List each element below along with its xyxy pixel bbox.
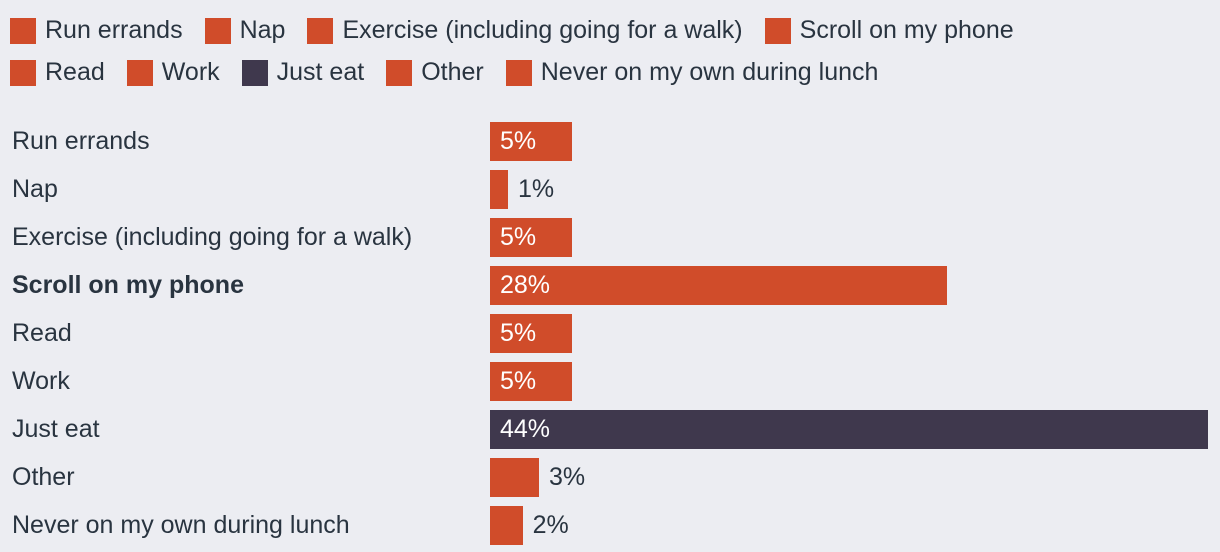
bar-work: 5% xyxy=(490,361,572,401)
bar-row-run-errands: Run errands 5% xyxy=(0,117,1220,165)
category-label: Nap xyxy=(12,174,58,203)
legend-item-other: Other xyxy=(386,58,484,87)
legend-swatch-icon xyxy=(386,59,413,86)
bar-row-other: Other 3% xyxy=(0,453,1220,501)
value-label: 1% xyxy=(518,174,555,203)
value-label: 5% xyxy=(500,222,537,251)
legend-label: Just eat xyxy=(276,58,365,86)
category-label: Exercise (including going for a walk) xyxy=(12,222,413,251)
bar-scroll-on-my-phone: 28% xyxy=(490,265,947,305)
value-label: 5% xyxy=(500,318,537,347)
legend-item-scroll-on-my-phone: Scroll on my phone xyxy=(764,16,1014,45)
category-label: Other xyxy=(12,462,75,491)
bar-other xyxy=(490,457,539,497)
legend-label: Nap xyxy=(239,16,286,44)
bar-chart: Run errands 5% Nap 1% Exercise (including go… xyxy=(0,117,1220,549)
legend-swatch-icon xyxy=(241,59,268,86)
legend-swatch-icon xyxy=(10,59,36,86)
bar-row-nap: Nap 1% xyxy=(0,165,1220,213)
bar-exercise-including-going-for-a-walk: 5% xyxy=(490,217,572,257)
legend-item-work: Work xyxy=(126,58,220,87)
value-label: 44% xyxy=(500,414,551,443)
bar-row-work: Work 5% xyxy=(0,357,1220,405)
value-label: 5% xyxy=(500,366,537,395)
bar-row-never-on-my-own-during-lunch: Never on my own during lunch 2% xyxy=(0,501,1220,549)
bar-area: 28% xyxy=(490,265,1220,305)
category-label: Just eat xyxy=(12,414,100,443)
legend-item-exercise-including-going-for-a-walk: Exercise (including going for a walk) xyxy=(307,16,743,45)
category-label: Read xyxy=(12,318,72,347)
legend-item-never-on-my-own-during-lunch: Never on my own during lunch xyxy=(505,58,879,87)
bar-area: 3% xyxy=(490,457,1220,497)
bar-row-scroll-on-my-phone: Scroll on my phone 28% xyxy=(0,261,1220,309)
bar-row-exercise-including-going-for-a-walk: Exercise (including going for a walk) 5% xyxy=(0,213,1220,261)
legend-swatch-icon xyxy=(764,17,791,44)
legend-swatch-icon xyxy=(307,17,334,44)
bar-row-just-eat: Just eat 44% xyxy=(0,405,1220,453)
bar-area: 5% xyxy=(490,361,1220,401)
legend-label: Scroll on my phone xyxy=(799,16,1014,44)
category-label: Scroll on my phone xyxy=(12,270,244,299)
value-label: 5% xyxy=(500,126,537,155)
bar-just-eat: 44% xyxy=(490,409,1208,449)
legend: Run errands Nap Exercise (including going … xyxy=(0,0,1220,87)
legend-swatch-icon xyxy=(126,59,153,86)
bar-area: 2% xyxy=(490,505,1220,545)
category-label: Work xyxy=(12,366,70,395)
legend-label: Read xyxy=(45,58,105,86)
legend-item-just-eat: Just eat xyxy=(241,58,365,87)
value-label: 28% xyxy=(500,270,551,299)
legend-item-run-errands: Run errands xyxy=(10,16,183,45)
legend-item-nap: Nap xyxy=(204,16,286,45)
legend-row: Run errands Nap Exercise (including going … xyxy=(10,16,1210,45)
category-label: Never on my own during lunch xyxy=(12,510,350,539)
legend-label: Work xyxy=(161,58,220,86)
legend-label: Run errands xyxy=(45,16,183,44)
legend-label: Other xyxy=(421,58,484,86)
value-label: 2% xyxy=(532,510,569,539)
legend-swatch-icon xyxy=(10,17,36,44)
legend-swatch-icon xyxy=(505,59,532,86)
value-label: 3% xyxy=(548,462,586,491)
legend-row: Read Work Just eat Other Never on my own dur… xyxy=(10,58,1210,87)
bar-read: 5% xyxy=(490,313,572,353)
bar-row-read: Read 5% xyxy=(0,309,1220,357)
bar-never-on-my-own-during-lunch xyxy=(490,505,523,545)
legend-label: Never on my own during lunch xyxy=(540,58,879,86)
bar-nap xyxy=(490,169,508,209)
bar-area: 5% xyxy=(490,313,1220,353)
bar-area: 44% xyxy=(490,409,1220,449)
legend-label: Exercise (including going for a walk) xyxy=(342,16,743,44)
bar-run-errands: 5% xyxy=(490,121,572,161)
category-label: Run errands xyxy=(12,126,150,155)
legend-item-read: Read xyxy=(10,58,105,87)
bar-area: 5% xyxy=(490,121,1220,161)
bar-area: 1% xyxy=(490,169,1220,209)
bar-area: 5% xyxy=(490,217,1220,257)
legend-swatch-icon xyxy=(204,17,231,44)
